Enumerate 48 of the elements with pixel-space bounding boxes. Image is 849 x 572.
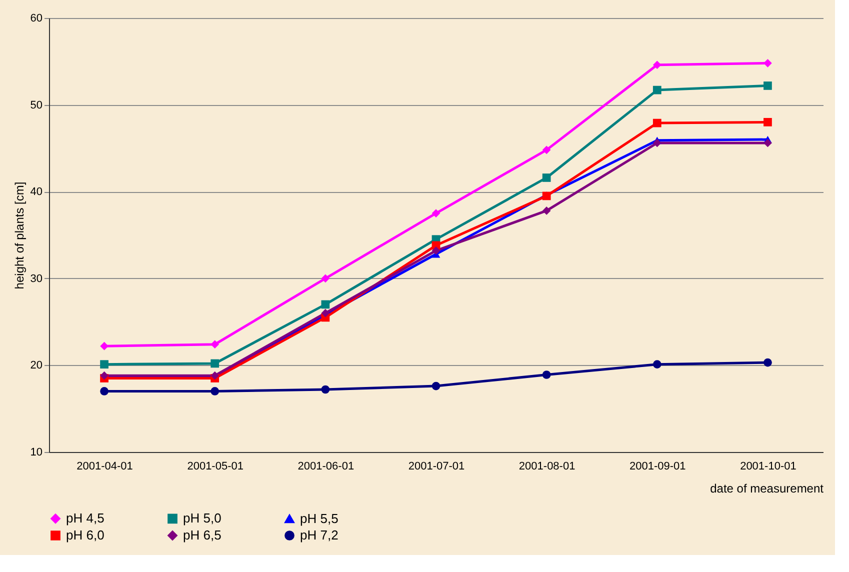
point (321, 274, 330, 283)
point (432, 246, 440, 255)
point (321, 300, 330, 309)
point (542, 370, 551, 379)
x-axis-title: date of measurement (710, 482, 824, 496)
point (432, 382, 440, 390)
legend-label: pH 7,2 (300, 528, 338, 542)
point (100, 360, 108, 369)
point (764, 358, 772, 367)
y-tick-label: 30 (30, 272, 42, 285)
point (100, 342, 108, 350)
point (210, 340, 220, 349)
y-tick-label: 60 (30, 12, 42, 24)
point (542, 206, 551, 215)
legend-label: pH 4,5 (66, 510, 104, 526)
point (542, 146, 551, 154)
point (432, 209, 440, 218)
y-axis-title: height of plants [cm] (12, 182, 26, 290)
y-tick-label: 10 (30, 446, 42, 458)
y-tick-label: 20 (30, 360, 42, 372)
point (321, 308, 330, 318)
x-tick-label: 2001-10-01 (740, 460, 796, 472)
point (764, 82, 772, 90)
point (210, 387, 220, 396)
x-tick-label: 2001-04-01 (76, 460, 133, 472)
x-tick-label: 2001-06-01 (298, 460, 354, 472)
point (100, 387, 108, 396)
legend-label: pH 5,0 (183, 510, 222, 526)
point (652, 138, 662, 148)
point (321, 385, 330, 394)
point (652, 118, 662, 128)
point (652, 360, 662, 369)
point (764, 138, 772, 148)
y-tick-label: 50 (30, 99, 42, 112)
legend-label: pH 5,5 (300, 510, 338, 526)
point (764, 58, 772, 68)
x-tick-label: 2001-05-01 (187, 460, 244, 472)
legend-label: pH 6,0 (66, 528, 104, 542)
x-tick-label: 2001-07-01 (408, 460, 465, 472)
point (764, 118, 772, 126)
point (210, 359, 220, 368)
x-tick-label: 2001-09-01 (630, 460, 686, 472)
point (542, 174, 551, 182)
legend-label: pH 6,5 (183, 528, 222, 542)
x-tick-label: 2001-08-01 (518, 460, 576, 472)
y-tick-label: 40 (30, 186, 42, 198)
point (652, 60, 662, 70)
point (652, 86, 662, 94)
